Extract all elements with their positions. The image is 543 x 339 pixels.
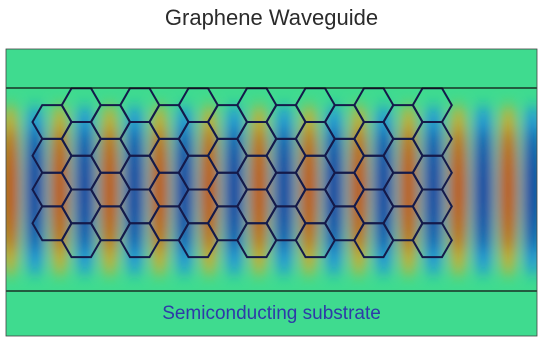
figure-frame bbox=[5, 48, 538, 337]
figure-title: Graphene Waveguide bbox=[164, 5, 379, 30]
graphene-lattice bbox=[31, 87, 453, 259]
substrate-label: Semiconducting substrate bbox=[162, 303, 381, 324]
field-vertical-fade bbox=[6, 49, 537, 336]
graphene-hexagon bbox=[411, 222, 453, 259]
